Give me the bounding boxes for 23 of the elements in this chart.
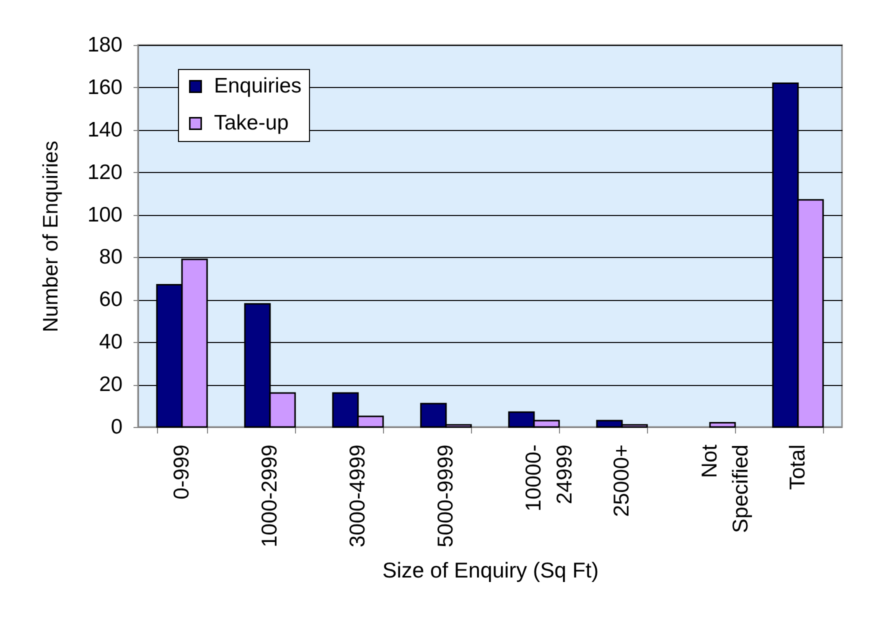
legend-label: Take-up (214, 112, 289, 134)
x-tick-label: 10000- 24999 (522, 444, 576, 512)
y-tick-label: 20 (99, 373, 122, 396)
y-tick-label: 0 (110, 416, 122, 438)
y-tick-label: 180 (87, 34, 122, 56)
bar (709, 422, 736, 428)
x-tick-label: 0-999 (170, 444, 194, 500)
y-tick-label: 80 (99, 246, 122, 269)
y-tick-label: 160 (87, 76, 122, 99)
x-tick-label: 3000-4999 (346, 444, 370, 548)
x-tick-label: Total (786, 444, 810, 490)
y-tick-label: 100 (87, 203, 122, 226)
y-tick-label: 120 (87, 160, 122, 184)
y-axis-title: Number of Enquiries (39, 140, 62, 332)
y-tick-label: 60 (99, 288, 122, 312)
y-tick-label: 140 (87, 118, 122, 142)
x-axis-title: Size of Enquiry (Sq Ft) (382, 558, 599, 582)
x-tick-label: Not Specified (698, 444, 752, 533)
x-tick-label: 5000-9999 (434, 444, 458, 548)
legend-label: Enquiries (214, 74, 302, 98)
x-tick-label: 25000+ (610, 444, 634, 517)
y-tick-label: 40 (99, 330, 122, 354)
x-tick-label: 1000-2999 (258, 444, 282, 548)
